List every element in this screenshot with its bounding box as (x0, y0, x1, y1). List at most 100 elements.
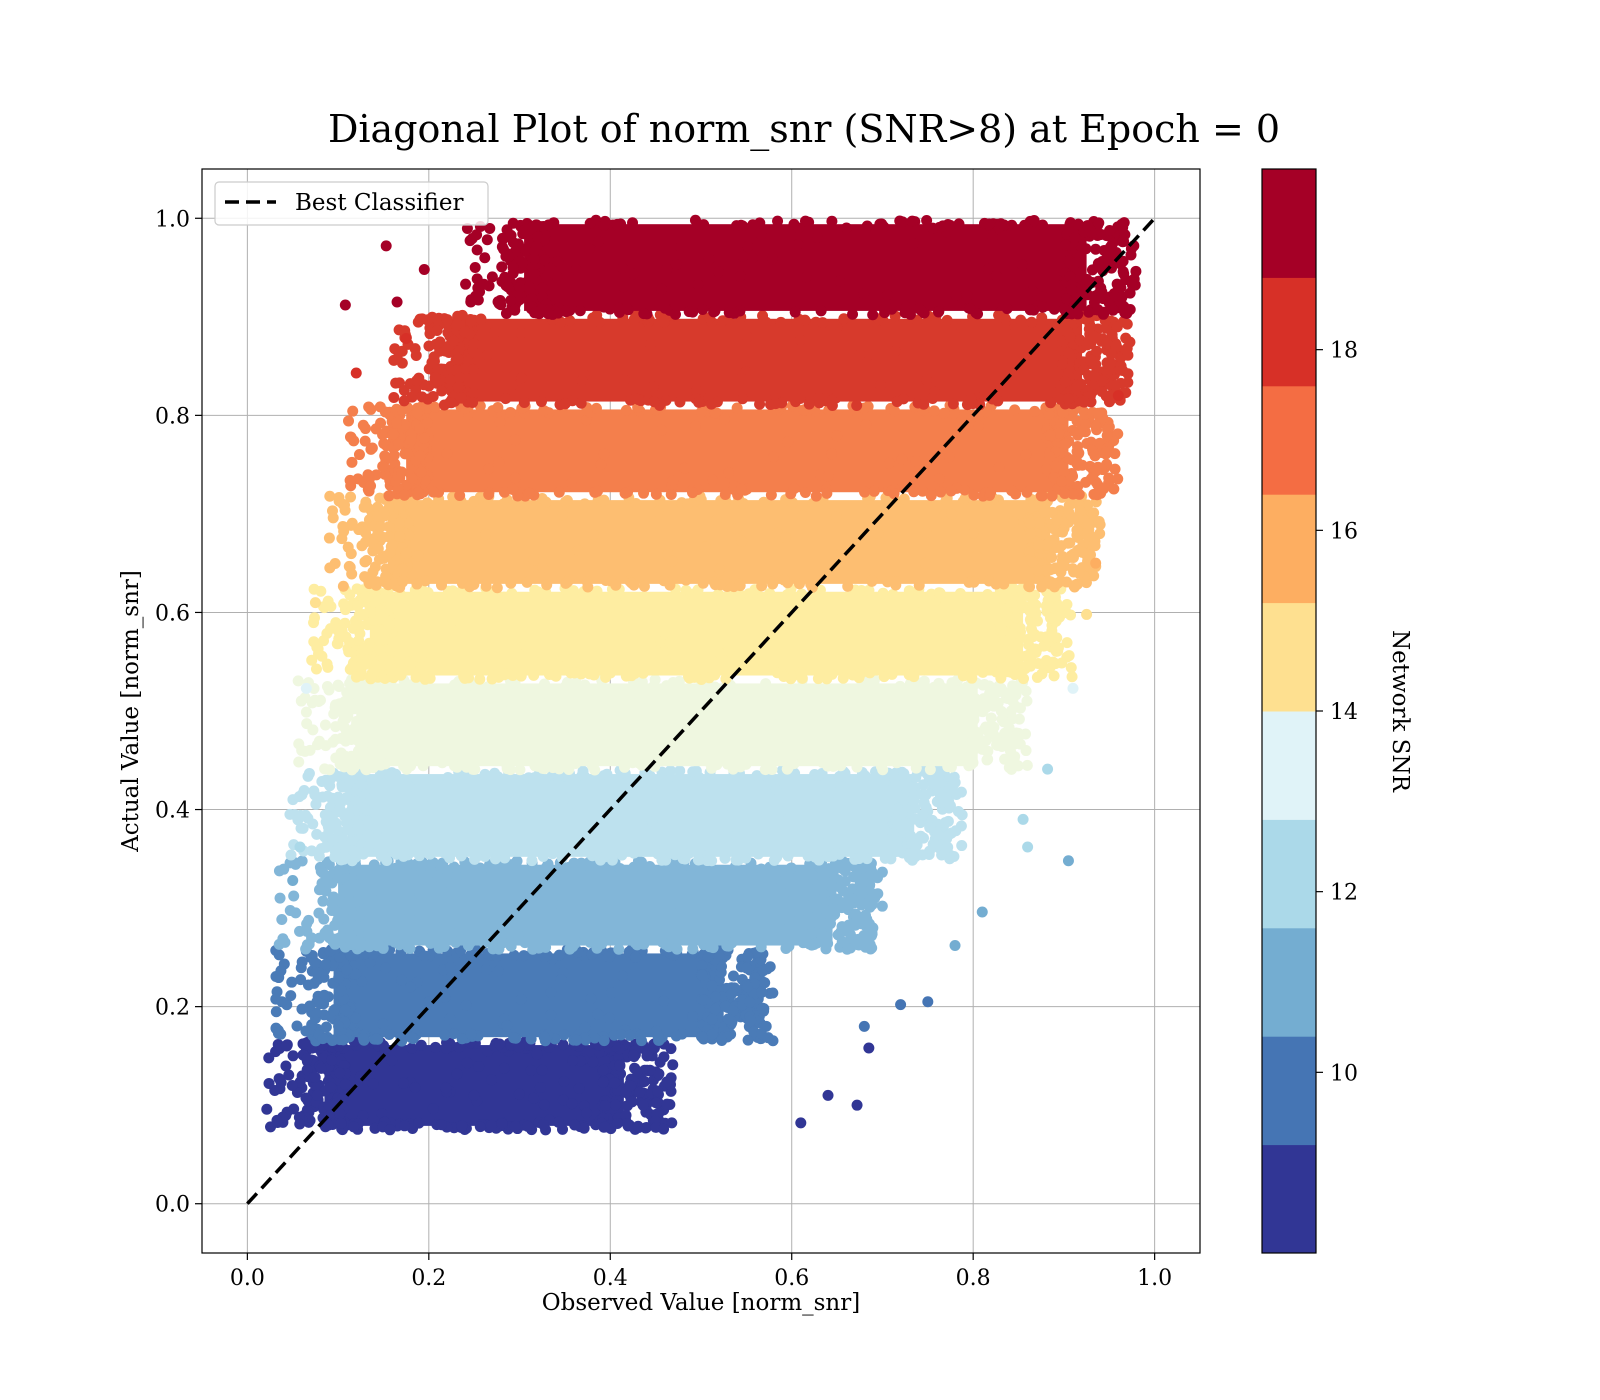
scatter-point (868, 678, 880, 690)
scatter-point (336, 985, 348, 997)
scatter-point (320, 1021, 332, 1033)
scatter-point (877, 764, 889, 776)
scatter-point (390, 377, 402, 389)
scatter-point (917, 485, 929, 497)
scatter-point (964, 743, 976, 755)
scatter-point (1065, 609, 1077, 621)
scatter-point (1051, 514, 1063, 526)
scatter-point (981, 745, 993, 757)
scatter-point (1024, 581, 1036, 593)
scatter-point (756, 1002, 768, 1014)
scatter-point (1053, 427, 1065, 439)
scatter-point (1004, 733, 1016, 745)
scatter-point (998, 219, 1010, 231)
scatter-point (475, 313, 487, 325)
scatter-point (698, 994, 710, 1006)
scatter-point (388, 392, 400, 404)
scatter-point (295, 695, 307, 707)
scatter-point (1052, 600, 1064, 612)
scatter-point (393, 517, 405, 529)
scatter-point (905, 830, 917, 842)
scatter-point (417, 760, 429, 772)
outlier-point (380, 240, 392, 252)
scatter-point (413, 1117, 425, 1129)
scatter-point (712, 588, 724, 600)
scatter-point (418, 432, 430, 444)
colorbar-tick-label: 18 (1330, 339, 1358, 364)
scatter-point (1071, 256, 1083, 268)
scatter-point (894, 680, 906, 692)
scatter-point (638, 308, 650, 320)
scatter-point (479, 850, 491, 862)
scatter-point (404, 656, 416, 668)
scatter-point (710, 991, 722, 1003)
scatter-point (910, 762, 922, 774)
colorbar-segment (1262, 1144, 1316, 1254)
outlier-point (287, 874, 299, 886)
scatter-point (812, 917, 824, 929)
scatter-point (658, 1123, 670, 1135)
scatter-point (616, 849, 628, 861)
scatter-point (737, 393, 749, 405)
scatter-point (415, 661, 427, 673)
scatter-point (674, 765, 686, 777)
scatter-point (468, 387, 480, 399)
scatter-point (753, 771, 765, 783)
scatter-point (386, 666, 398, 678)
scatter-point (592, 1008, 604, 1020)
scatter-point (415, 1039, 427, 1051)
scatter-point (699, 541, 711, 553)
colorbar-label: Network SNR (1387, 630, 1413, 793)
scatter-point (652, 848, 664, 860)
scatter-point (980, 406, 992, 418)
legend-label: Best Classifier (295, 190, 463, 216)
scatter-point (714, 647, 726, 659)
scatter-point (1061, 637, 1073, 649)
scatter-point (1012, 727, 1024, 739)
colorbar-segment (1262, 711, 1316, 820)
outlier-point (1042, 763, 1054, 775)
scatter-point (614, 1060, 626, 1072)
scatter-point (333, 971, 345, 983)
scatter-point (1003, 722, 1015, 734)
x-tick-label: 0.0 (230, 1266, 265, 1291)
scatter-point (977, 666, 989, 678)
scatter-point (447, 335, 459, 347)
scatter-point (835, 926, 847, 938)
scatter-point (803, 398, 815, 410)
scatter-point (1094, 519, 1106, 531)
scatter-point (529, 245, 541, 257)
scatter-point (1004, 741, 1016, 753)
scatter-point (349, 959, 361, 971)
scatter-point (636, 676, 648, 688)
scatter-point (454, 490, 466, 502)
scatter-point (1016, 259, 1028, 271)
scatter-point (1072, 218, 1084, 230)
scatter-point (489, 767, 501, 779)
scatter-point (833, 771, 845, 783)
scatter-point (1014, 622, 1026, 634)
scatter-point (730, 830, 742, 842)
scatter-point (904, 848, 916, 860)
scatter-point (853, 586, 865, 598)
scatter-point (521, 641, 533, 653)
scatter-point (802, 850, 814, 862)
band-core (356, 683, 978, 767)
scatter-point (722, 1013, 734, 1025)
scatter-point (585, 992, 597, 1004)
scatter-point (756, 986, 768, 998)
scatter-point (891, 803, 903, 815)
outlier-point (895, 999, 907, 1011)
scatter-point (827, 318, 839, 330)
scatter-point (280, 1060, 292, 1072)
scatter-point (425, 858, 437, 870)
scatter-point (553, 949, 565, 961)
scatter-point (758, 496, 770, 508)
scatter-point (1048, 303, 1060, 315)
scatter-point (354, 628, 366, 640)
scatter-point (275, 965, 287, 977)
scatter-point (709, 1003, 721, 1015)
scatter-point (307, 724, 319, 736)
scatter-point (1068, 580, 1080, 592)
scatter-point (311, 828, 323, 840)
